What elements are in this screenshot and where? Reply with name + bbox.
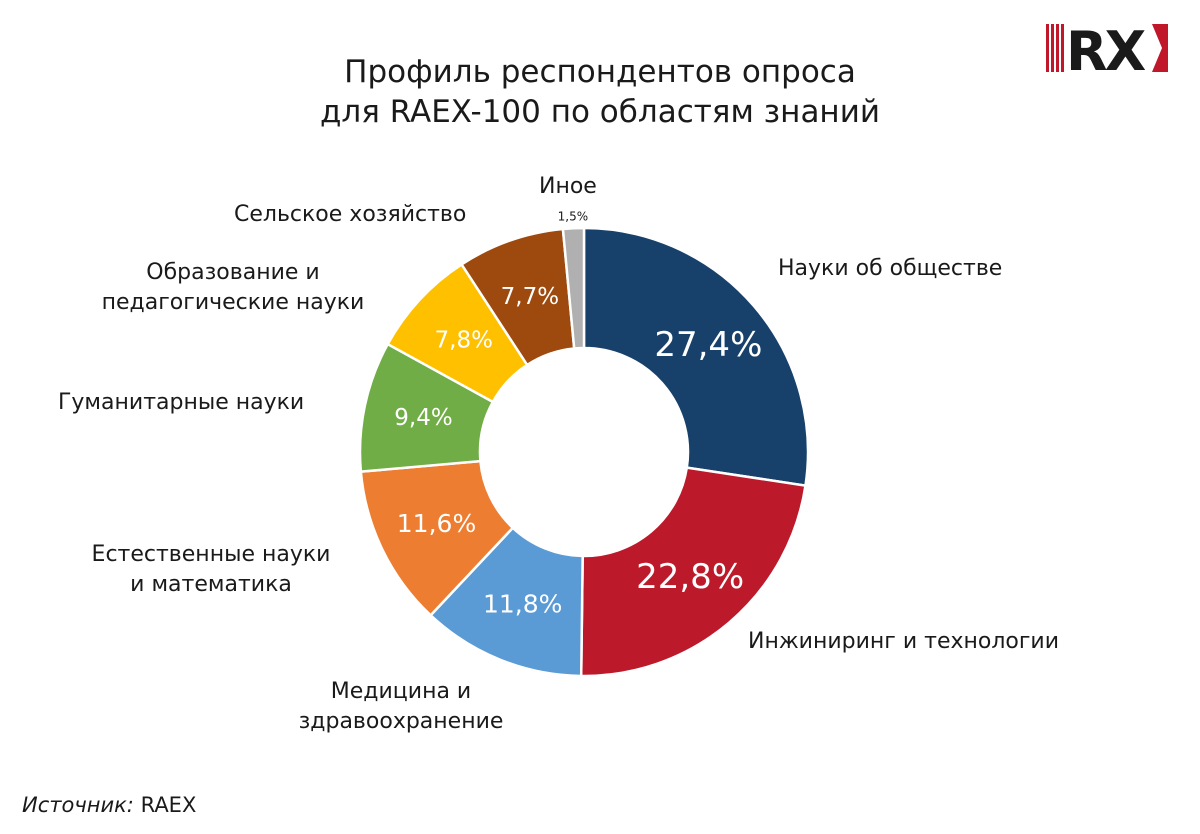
slice-education-value-label: 7,8% xyxy=(435,327,493,353)
label-humanities-text: Гуманитарные науки xyxy=(58,390,305,415)
label-engineering-text: Инжиниринг и технологии xyxy=(748,629,1060,654)
label-other-text: Иное xyxy=(539,174,597,199)
chart-title-line-2: для RAEX-100 по областям знаний xyxy=(319,94,880,130)
slice-other-value-label: 1,5% xyxy=(558,209,589,223)
label-natural-sciences-line-1: Естественные науки xyxy=(91,542,331,567)
slice-social-sciences-value-label: 27,4% xyxy=(654,325,762,365)
label-education: Образование и педагогические науки xyxy=(88,258,378,318)
logo-accent xyxy=(1152,24,1168,72)
donut-slices xyxy=(358,226,810,678)
source-note: Источник: RAEX xyxy=(22,793,196,817)
source-prefix: Источник: xyxy=(22,793,134,817)
label-education-line-2: педагогические науки xyxy=(101,290,365,315)
slice-social-sciences xyxy=(582,226,810,488)
label-social-sciences-text: Науки об обществе xyxy=(778,256,1003,281)
chart-title-line-1: Профиль респондентов опроса xyxy=(344,54,856,90)
slice-engineering xyxy=(579,466,807,678)
chart-title: Профиль респондентов опроса для RAEX-100… xyxy=(200,52,1000,132)
slice-natural-sciences-value-label: 11,6% xyxy=(397,509,476,538)
logo-text: RX xyxy=(1066,22,1146,74)
label-humanities: Гуманитарные науки xyxy=(58,388,304,418)
slice-other xyxy=(561,226,586,350)
label-agriculture: Сельское хозяйство xyxy=(234,200,466,230)
logo-bars xyxy=(1046,24,1064,72)
label-social-sciences: Науки об обществе xyxy=(778,254,1002,284)
label-medicine-line-2: здравоохранение xyxy=(298,709,504,734)
slice-medicine-value-label: 11,8% xyxy=(483,590,562,619)
source-name: RAEX xyxy=(140,793,197,817)
label-other: Иное xyxy=(539,172,597,202)
raex-logo: RX xyxy=(1046,22,1168,74)
label-natural-sciences: Естественные науки и математика xyxy=(80,540,342,600)
label-natural-sciences-line-2: и математика xyxy=(130,572,292,597)
donut-value-labels: 27,4% 22,8% 11,8% 11,6% 9,4% 7,8% 7,7% 1,5% xyxy=(394,209,762,618)
label-education-line-1: Образование и xyxy=(146,260,320,285)
slice-engineering-value-label: 22,8% xyxy=(636,557,744,597)
label-agriculture-text: Сельское хозяйство xyxy=(234,202,467,227)
slice-natural-sciences xyxy=(359,459,515,618)
slice-agriculture-value-label: 7,7% xyxy=(501,284,559,310)
label-engineering: Инжиниринг и технологии xyxy=(748,627,1059,657)
label-medicine-line-1: Медицина и xyxy=(330,679,472,704)
slice-humanities-value-label: 9,4% xyxy=(394,405,452,431)
label-medicine: Медицина и здравоохранение xyxy=(285,677,517,737)
